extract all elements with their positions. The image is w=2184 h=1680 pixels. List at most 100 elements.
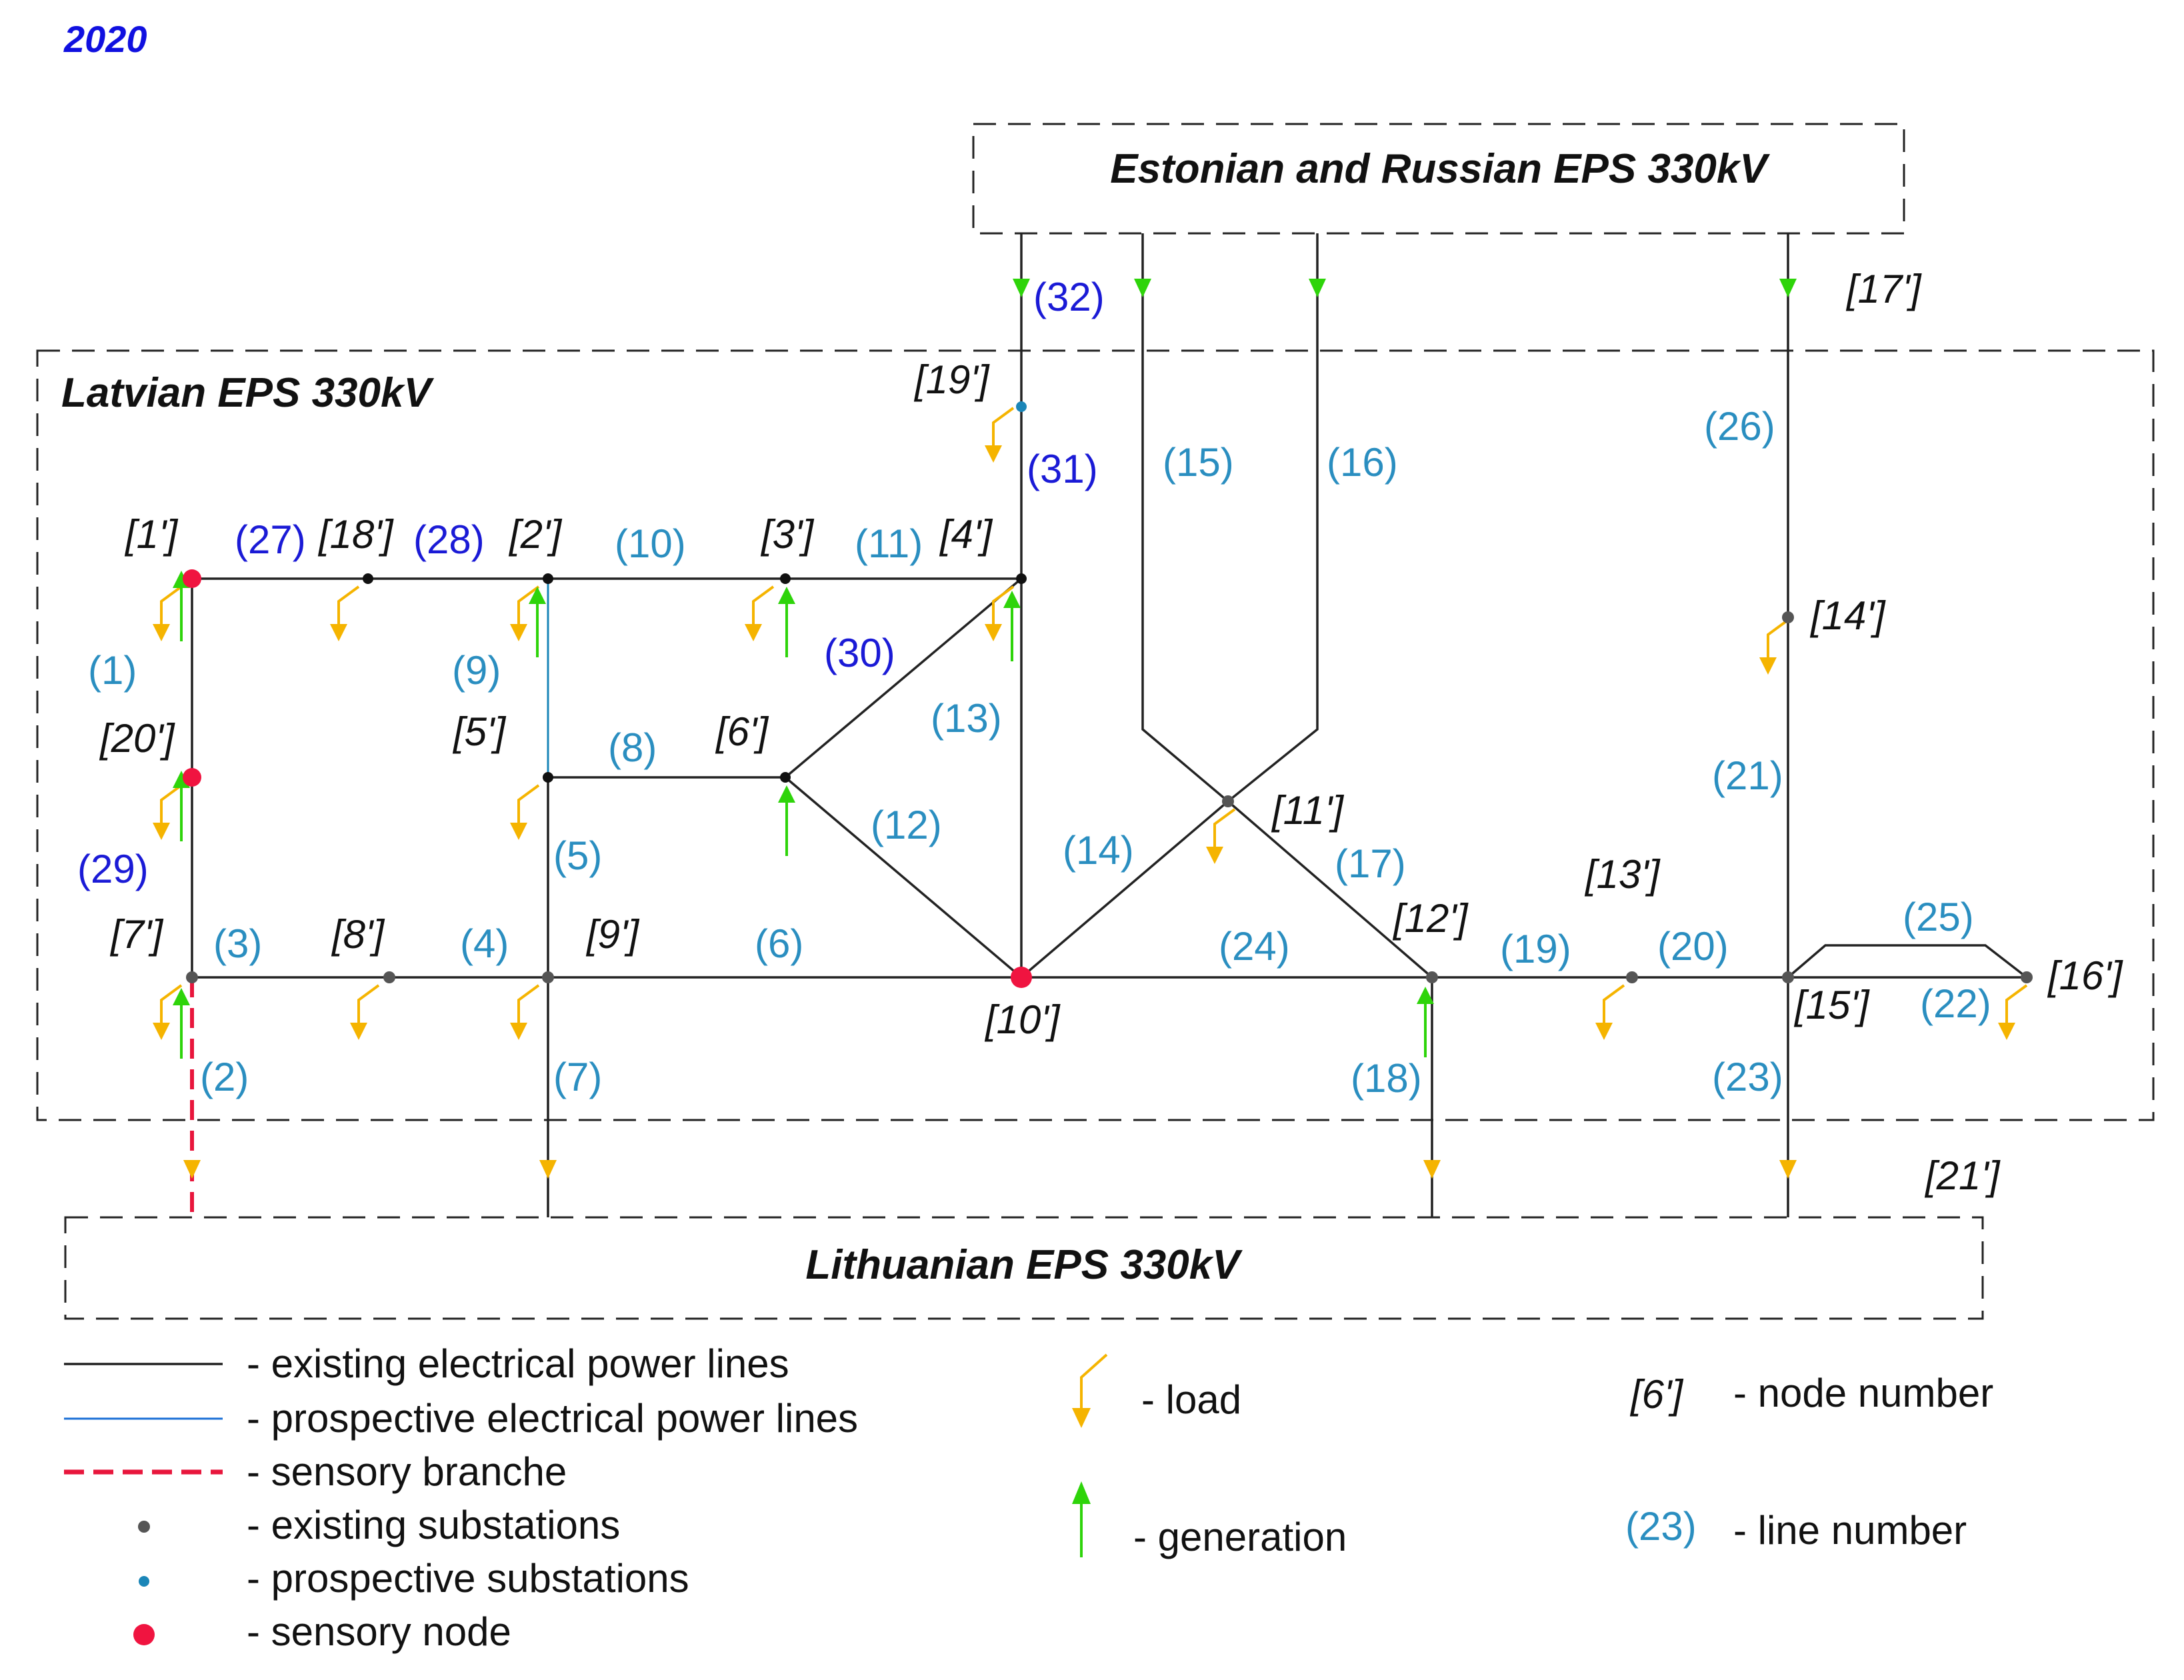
node-label-15: [15']	[1793, 983, 1870, 1027]
node-19-dot	[1016, 401, 1027, 412]
export-arrow-7	[539, 1160, 557, 1179]
node-label-4: [4']	[939, 512, 993, 557]
line-label-24: (24)	[1219, 924, 1290, 969]
line-label-10: (10)	[615, 521, 686, 566]
legend-load-icon	[1072, 1353, 1108, 1428]
node-label-8: [8']	[331, 912, 385, 957]
line-label-32: (32)	[1033, 275, 1105, 319]
line-label-18: (18)	[1351, 1056, 1422, 1101]
line-label-13: (13)	[931, 696, 1002, 741]
load-arrow-19	[983, 407, 1015, 464]
node-16-dot	[2021, 971, 2033, 983]
line-label-4: (4)	[460, 921, 509, 966]
legend-sensory-branch: - sensory branche	[247, 1449, 567, 1494]
generation-arrow-7	[171, 987, 191, 1060]
line-label-20: (20)	[1657, 924, 1729, 969]
node-4-dot	[1016, 573, 1027, 584]
generation-arrow-4	[1002, 589, 1022, 663]
node-5-dot	[543, 772, 553, 783]
import-arrow-15	[1134, 279, 1151, 297]
line-label-26: (26)	[1704, 404, 1775, 449]
node-label-11: [11']	[1271, 788, 1344, 833]
line-12	[784, 776, 1023, 979]
legend-line-number: - line number	[1733, 1508, 1967, 1553]
import-arrow-26	[1779, 279, 1797, 297]
node-6-dot	[780, 772, 791, 783]
legend-prospective-substations: - prospective substations	[247, 1556, 689, 1601]
legend-existing-substation-dot	[138, 1521, 150, 1533]
export-arrow-2	[183, 1160, 201, 1179]
legend-sensory-node: - sensory node	[247, 1609, 511, 1654]
load-arrow-14	[1758, 619, 1789, 676]
load-arrow-20	[151, 784, 183, 841]
export-arrow-18	[1423, 1160, 1441, 1179]
estonian-russian-eps-box	[972, 123, 1905, 235]
line-16-17	[1226, 233, 1433, 979]
legend-generation-icon	[1072, 1481, 1091, 1557]
node-15-dot	[1782, 971, 1794, 983]
line-label-29: (29)	[77, 847, 149, 891]
line-label-8: (8)	[608, 725, 657, 770]
import-arrow-16	[1309, 279, 1326, 297]
legend-node-number-sample: [6']	[1629, 1372, 1683, 1417]
node-label-12: [12']	[1392, 896, 1469, 941]
line-label-22: (22)	[1920, 981, 1991, 1026]
node-labels: [1'] [2'] [3'] [4'] [5'] [6'] [7'] [8'] …	[99, 267, 2123, 1198]
legend-sensory-node-dot	[133, 1624, 155, 1645]
line-label-17: (17)	[1335, 841, 1406, 886]
line-labels: (1) (2) (3) (4) (5) (6) (7) (8) (9) (10)…	[77, 275, 1991, 1101]
line-label-25: (25)	[1903, 895, 1974, 939]
lithuanian-eps-title: Lithuanian EPS 330kV	[805, 1242, 1243, 1288]
import-arrow-32	[1013, 279, 1030, 297]
legend-prospective-substation-dot	[139, 1576, 149, 1587]
node-label-21: [21']	[1924, 1153, 2001, 1198]
generation-arrow-6	[777, 784, 797, 857]
node-8-dot	[383, 971, 395, 983]
legend-line-number-sample: (23)	[1625, 1504, 1697, 1549]
node-label-2: [2']	[508, 512, 562, 557]
loads	[151, 407, 2028, 1041]
generation-arrow-2	[527, 585, 547, 659]
load-arrow-4	[983, 585, 1015, 643]
load-arrow-1	[151, 585, 183, 643]
node-label-13: [13']	[1584, 852, 1661, 897]
node-2-dot	[543, 573, 553, 584]
node-label-3: [3']	[760, 512, 814, 557]
line-label-30: (30)	[824, 631, 895, 675]
node-label-17: [17']	[1845, 267, 1922, 311]
load-arrow-18	[329, 585, 360, 643]
year-label: 2020	[63, 18, 147, 60]
line-label-6: (6)	[755, 921, 803, 966]
node-11-dot	[1222, 795, 1234, 807]
line-label-3: (3)	[213, 921, 262, 966]
node-3-dot	[780, 573, 791, 584]
line-label-27: (27)	[235, 517, 306, 562]
node-10-sensory-dot	[1011, 967, 1032, 988]
export-arrow-23	[1779, 1160, 1797, 1179]
node-12-dot	[1426, 971, 1438, 983]
node-label-7: [7']	[109, 912, 163, 957]
latvian-eps-box	[36, 349, 2155, 1121]
node-label-18: [18']	[317, 512, 394, 557]
substations	[183, 401, 2033, 988]
load-arrow-3	[743, 585, 775, 643]
legend-node-number: - node number	[1733, 1371, 1993, 1415]
line-label-28: (28)	[413, 517, 485, 562]
load-arrow-8	[349, 984, 380, 1041]
node-label-10: [10']	[984, 997, 1061, 1042]
generation-arrow-3	[777, 585, 797, 659]
line-label-9: (9)	[452, 648, 501, 693]
line-label-19: (19)	[1500, 927, 1571, 971]
line-label-12: (12)	[871, 803, 942, 847]
legend-existing-substations: - existing substations	[247, 1503, 620, 1547]
load-arrow-16	[1997, 984, 2028, 1041]
line-label-2: (2)	[200, 1055, 249, 1099]
node-label-20: [20']	[99, 716, 175, 761]
node-label-5: [5']	[452, 709, 506, 754]
node-13-dot	[1626, 971, 1638, 983]
legend-load: - load	[1141, 1377, 1241, 1422]
node-9-dot	[542, 971, 554, 983]
line-label-1: (1)	[88, 648, 137, 693]
lithuanian-eps-box	[64, 1216, 1984, 1320]
